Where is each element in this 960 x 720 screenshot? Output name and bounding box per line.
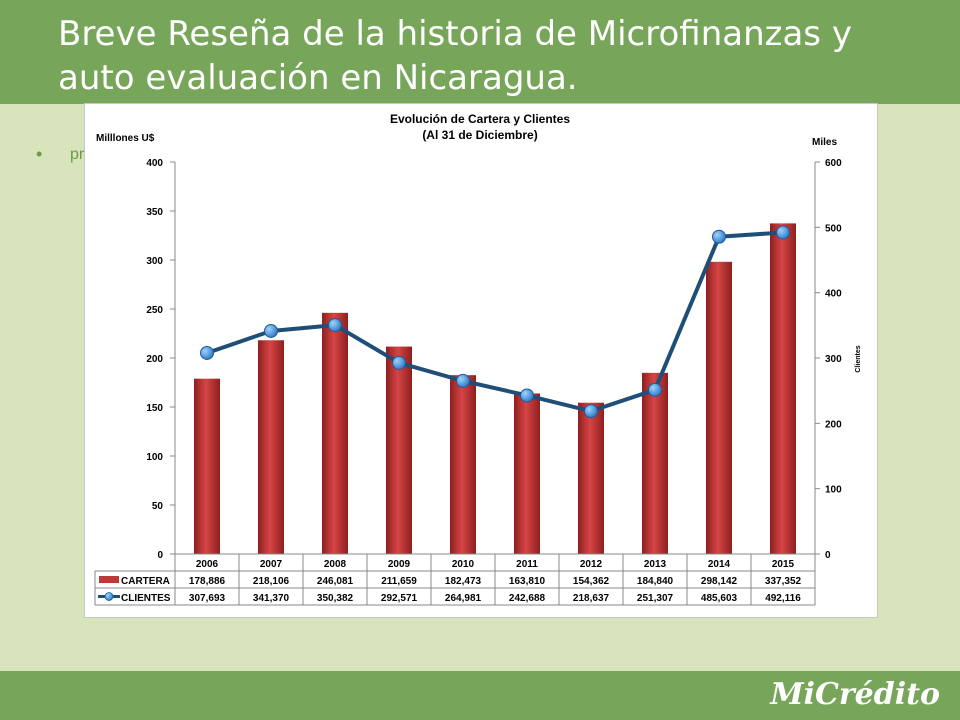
y-tick-label: 100 [146, 452, 163, 463]
bar-cartera [770, 223, 796, 554]
data-label-clientes: 492,116 [765, 593, 801, 604]
point-clientes [456, 373, 470, 388]
chart-svg: 0 50 100 150 200 250 300 350 400 0 100 200 300 400 500… [94, 112, 862, 606]
bar-cartera [642, 372, 668, 554]
x-tick-label: 2013 [644, 559, 667, 570]
data-label-cartera: 218,106 [253, 576, 290, 587]
line-clientes [206, 230, 784, 414]
data-label-cartera: 298,142 [701, 576, 738, 587]
data-label-cartera: 337,352 [765, 576, 802, 587]
point-clientes [392, 355, 406, 370]
bar-cartera [322, 312, 348, 554]
point-clientes [776, 225, 790, 240]
point-clientes [520, 388, 534, 403]
y2-tick-label: 600 [825, 158, 842, 169]
chart-panel: 0 50 100 150 200 250 300 350 400 0 100 200 300 400 500… [84, 103, 878, 618]
y-tick-label: 0 [157, 550, 163, 561]
y2-axis-label: Miles [812, 137, 837, 148]
chart-subtitle: (Al 31 de Diciembre) [422, 128, 537, 142]
y-tick-label: 200 [146, 354, 163, 365]
data-label-cartera: 246,081 [317, 576, 354, 587]
bullet-text: pr [70, 146, 85, 163]
data-label-clientes: 251,307 [637, 593, 674, 604]
data-label-clientes: 341,370 [253, 593, 290, 604]
point-clientes [584, 404, 598, 419]
data-label-clientes: 292,571 [381, 593, 418, 604]
y-axis-label: Milllones U$ [96, 133, 155, 144]
x-tick-label: 2007 [260, 559, 283, 570]
y-tick-label: 400 [146, 158, 163, 169]
y2-tick-label: 500 [825, 223, 842, 234]
header-bar: Breve Reseña de la historia de Microfina… [0, 0, 960, 104]
point-clientes [264, 323, 278, 338]
point-clientes [328, 318, 342, 333]
y2-side-label: Clientes [855, 345, 862, 372]
bar-cartera [450, 375, 476, 554]
data-label-cartera: 163,810 [509, 576, 546, 587]
data-label-clientes: 264,981 [445, 593, 482, 604]
y-tick-label: 50 [152, 501, 164, 512]
x-tick-label: 2009 [388, 559, 411, 570]
x-tick-label: 2015 [772, 559, 795, 570]
legend-key-clientes-dot [104, 592, 114, 601]
x-tick-label: 2008 [324, 559, 347, 570]
data-label-clientes: 350,382 [317, 593, 354, 604]
chart-title: Evolución de Cartera y Clientes [390, 112, 570, 126]
data-label-clientes: 242,688 [509, 593, 546, 604]
bar-cartera [194, 378, 220, 554]
data-label-clientes: 485,603 [701, 593, 738, 604]
y2-tick-label: 0 [825, 550, 831, 561]
x-tick-label: 2006 [196, 559, 219, 570]
y2-tick-label: 300 [825, 354, 842, 365]
x-tick-label: 2014 [708, 559, 731, 570]
micredito-logo: MiCrédito [770, 677, 940, 712]
footer-bar: MiCrédito [0, 671, 960, 720]
legend-label-clientes: CLIENTES [121, 593, 171, 604]
y-tick-label: 250 [146, 305, 163, 316]
y2-tick-label: 200 [825, 419, 842, 430]
bar-cartera [706, 261, 732, 554]
y2-tick-label: 100 [825, 485, 842, 496]
data-label-cartera: 182,473 [445, 576, 482, 587]
point-clientes [712, 229, 726, 244]
data-label-clientes: 218,637 [573, 593, 610, 604]
data-label-cartera: 178,886 [189, 576, 226, 587]
legend-label-cartera: CARTERA [121, 576, 170, 587]
bar-cartera [386, 346, 412, 554]
bar-cartera [514, 393, 540, 554]
data-label-clientes: 307,693 [189, 593, 226, 604]
bullet-dot: • [36, 144, 43, 164]
bar-cartera [258, 340, 284, 554]
point-clientes [648, 382, 662, 397]
x-tick-label: 2010 [452, 559, 475, 570]
y-tick-label: 300 [146, 256, 163, 267]
y-tick-label: 150 [146, 403, 163, 414]
data-label-cartera: 154,362 [573, 576, 610, 587]
bar-cartera [578, 402, 604, 554]
x-tick-label: 2011 [516, 559, 538, 570]
y2-tick-label: 400 [825, 289, 842, 300]
legend-key-cartera [99, 576, 119, 583]
y-tick-label: 350 [146, 207, 163, 218]
slide-title: Breve Reseña de la historia de Microfina… [58, 14, 852, 98]
point-clientes [200, 345, 214, 360]
data-label-cartera: 211,659 [381, 576, 417, 587]
data-label-cartera: 184,840 [637, 576, 674, 587]
x-tick-label: 2012 [580, 559, 603, 570]
